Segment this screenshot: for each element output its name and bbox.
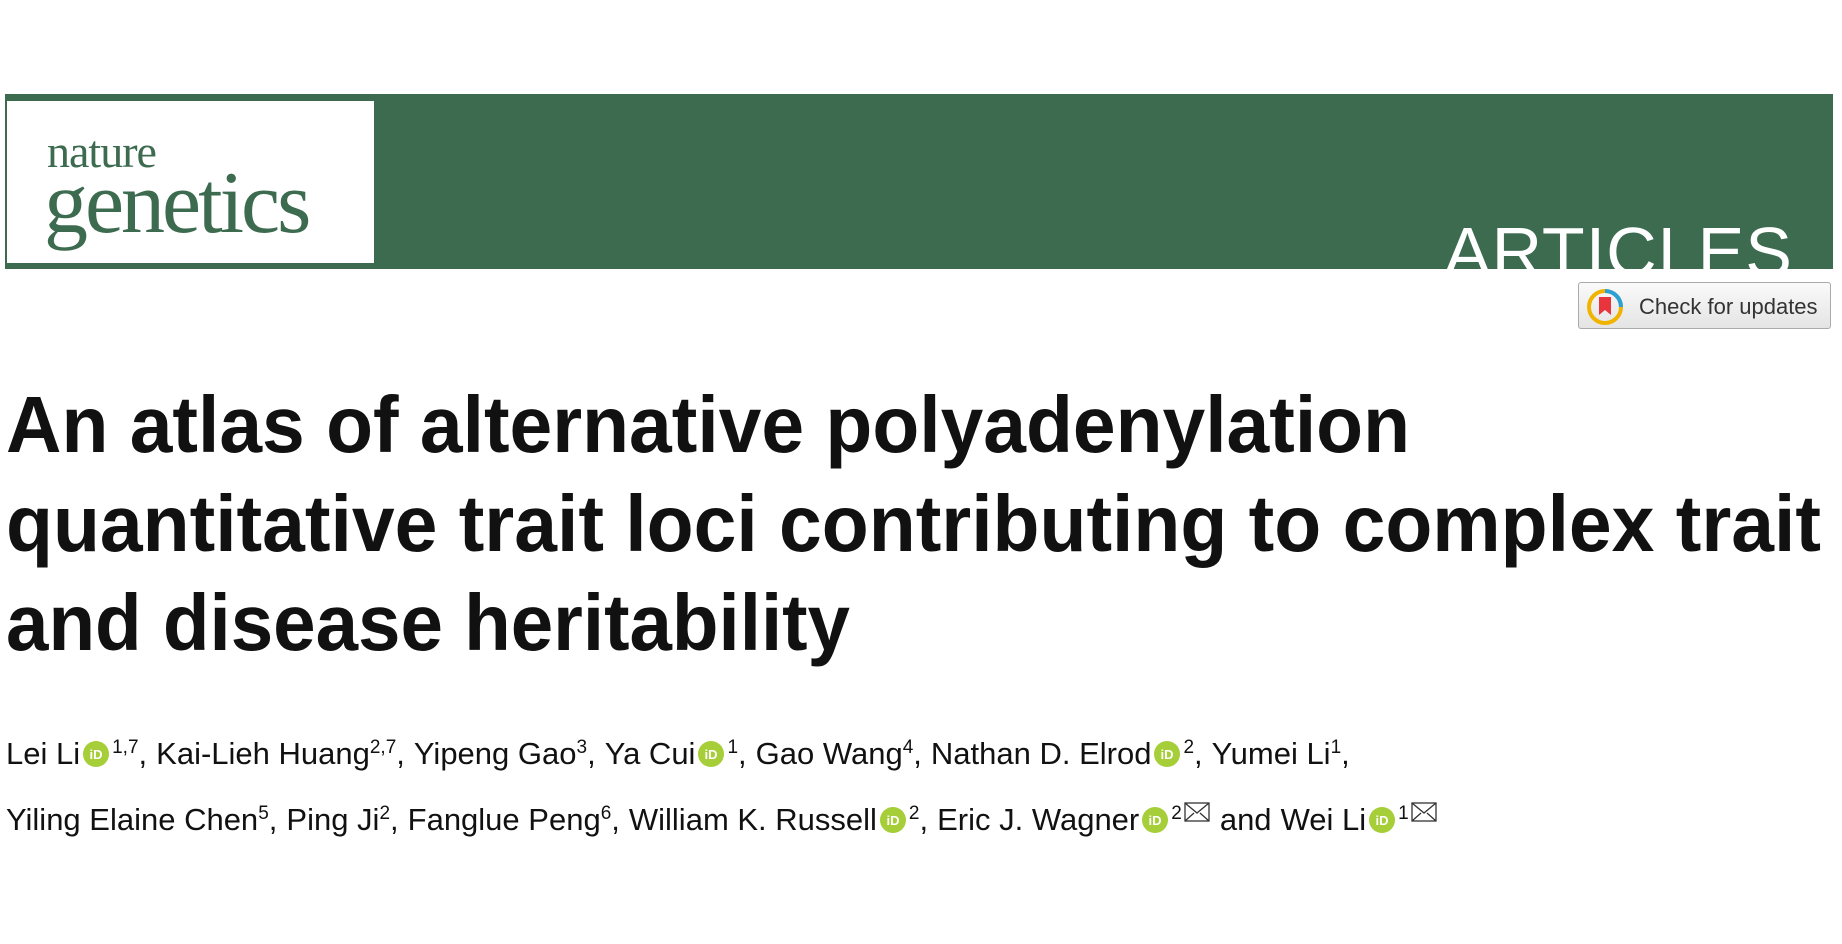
separator: ,: [1194, 736, 1203, 771]
orcid-icon[interactable]: iD: [1368, 795, 1396, 853]
author-name: Eric J. Wagner: [937, 802, 1140, 837]
svg-text:iD: iD: [90, 747, 103, 762]
title-line: quantitative trait loci contributing to …: [6, 479, 1821, 568]
affiliation: 3: [576, 737, 588, 758]
separator: ,: [390, 802, 399, 837]
affiliation: 1: [1398, 803, 1409, 824]
orcid-icon[interactable]: iD: [879, 795, 907, 853]
logo-line: genetics: [44, 155, 311, 252]
orcid-icon[interactable]: iD: [1153, 729, 1181, 787]
separator: ,: [1341, 736, 1350, 771]
author-name: Kai-Lieh Huang: [156, 736, 370, 771]
author-name: Ya Cui: [604, 736, 696, 771]
affiliation: 1: [727, 737, 739, 758]
author-name: Ping Ji: [286, 802, 380, 837]
separator: ,: [913, 736, 922, 771]
author-list: Lei Li iD 1,7, Kai-Lieh Huang2,7, Yipeng Gao…: [6, 725, 1439, 841]
separator: ,: [396, 736, 405, 771]
author-name: Nathan D. Elrod: [930, 736, 1152, 771]
section-label: ARTICLES: [1443, 213, 1793, 291]
separator: ,: [919, 802, 929, 837]
affiliation: 1,7: [112, 737, 139, 758]
author-name: Yiling Elaine Chen: [6, 802, 259, 837]
affiliation: 2,7: [369, 737, 397, 758]
affiliation: 2: [908, 803, 920, 824]
journal-logo: nature genetics: [7, 101, 374, 263]
author-name: Wei Li: [1280, 802, 1367, 837]
svg-text:iD: iD: [886, 813, 899, 828]
separator: ,: [587, 736, 596, 771]
affiliation: 6: [600, 803, 612, 824]
article-title: An atlas of alternative polyadenylation q…: [6, 380, 1821, 667]
author-name: William K. Russell: [628, 802, 877, 837]
author-name: Fanglue Peng: [407, 802, 601, 837]
check-icon: [1587, 289, 1623, 325]
affiliation: 2: [1183, 737, 1195, 758]
svg-text:iD: iD: [1149, 813, 1162, 828]
svg-text:iD: iD: [1161, 747, 1174, 762]
separator: ,: [611, 802, 620, 837]
check-updates-text: Check for updates: [1639, 294, 1818, 319]
affiliation: 5: [258, 803, 269, 824]
affiliation: 2: [1171, 803, 1182, 824]
svg-text:iD: iD: [1376, 813, 1389, 828]
logo-line: nature: [47, 126, 157, 177]
affiliation: 4: [902, 737, 914, 758]
svg-text:iD: iD: [705, 747, 718, 762]
author-name: Yipeng Gao: [413, 736, 577, 771]
separator: ,: [138, 736, 148, 771]
separator: ,: [738, 736, 747, 771]
author-name: Gao Wang: [755, 736, 903, 771]
title-line: and disease heritability: [6, 578, 850, 667]
author-line: Lei Li iD 1,7, Kai-Lieh Huang2,7, Yipeng Gao…: [6, 725, 1439, 783]
author-name: Lei Li: [6, 736, 81, 771]
separator: ,: [268, 802, 278, 837]
affiliation: 1: [1330, 737, 1342, 758]
check-updates-button[interactable]: Check for updates: [1578, 282, 1831, 329]
email-icon[interactable]: [1184, 783, 1210, 841]
separator: and: [1219, 802, 1272, 837]
author-name: Yumei Li: [1211, 736, 1331, 771]
orcid-icon[interactable]: iD: [1141, 795, 1169, 853]
orcid-icon[interactable]: iD: [82, 729, 110, 787]
author-line: Yiling Elaine Chen5, Ping Ji2, Fanglue Pen…: [6, 783, 1439, 841]
orcid-icon[interactable]: iD: [697, 729, 725, 787]
email-icon[interactable]: [1411, 783, 1437, 841]
affiliation: 2: [379, 803, 391, 824]
title-line: An atlas of alternative polyadenylation: [6, 380, 1410, 469]
